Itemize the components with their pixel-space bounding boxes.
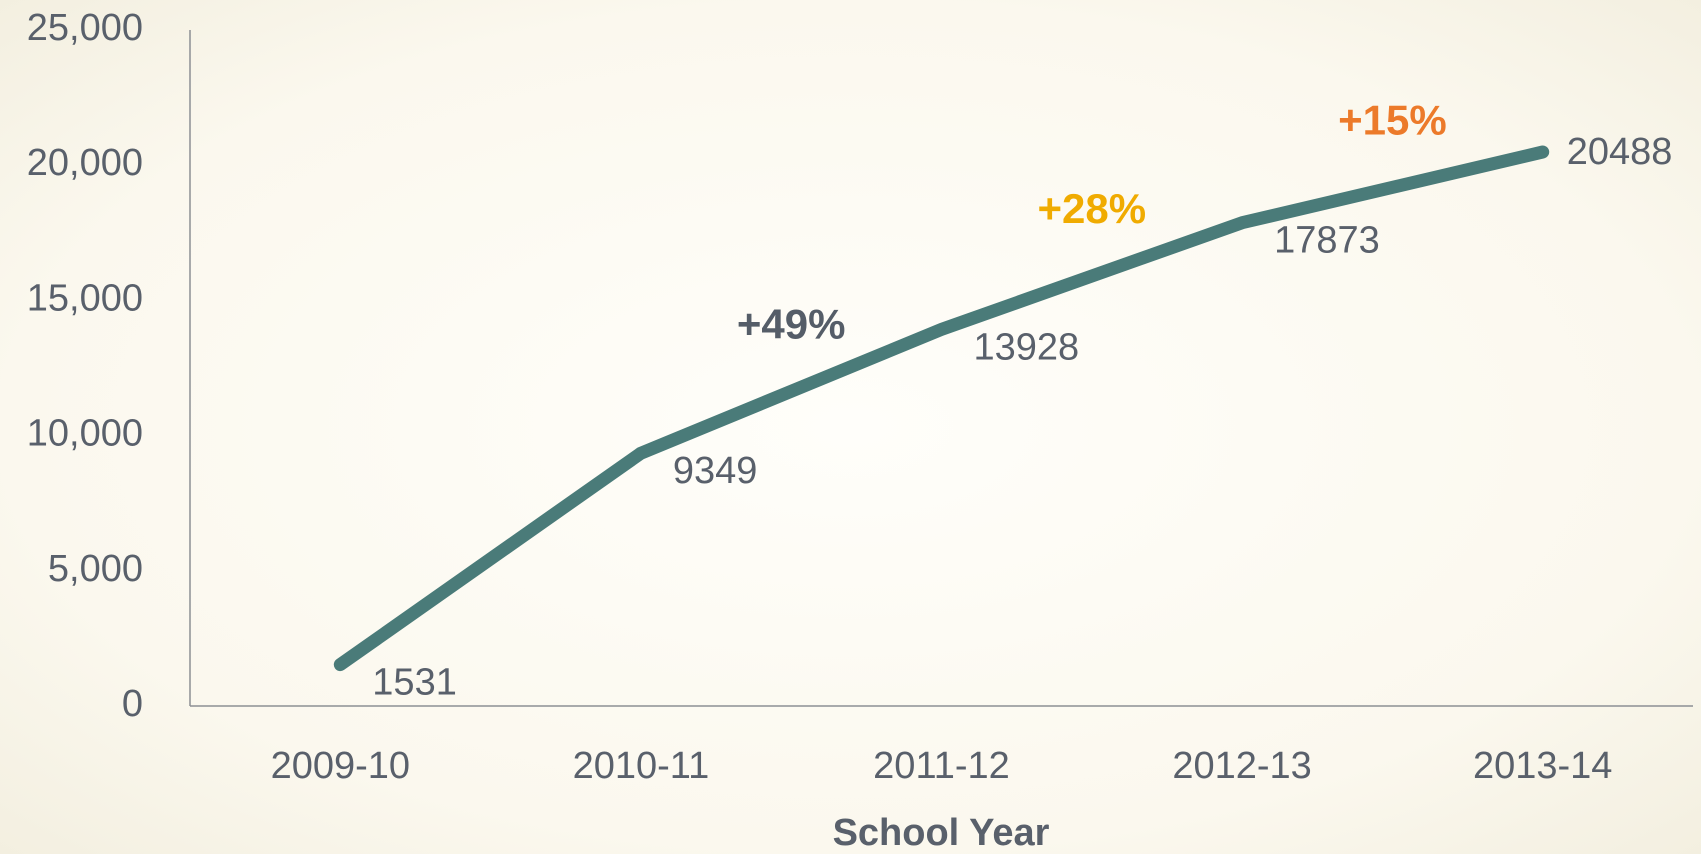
x-tick-label: 2012-13 bbox=[1172, 745, 1311, 787]
y-tick-label: 10,000 bbox=[27, 413, 143, 455]
y-tick-label: 15,000 bbox=[27, 277, 143, 319]
data-line bbox=[333, 145, 1550, 672]
data-label: 9349 bbox=[673, 450, 758, 492]
annotation: +28% bbox=[1038, 185, 1147, 232]
x-tick-label: 2009-10 bbox=[271, 745, 410, 787]
data-label: 13928 bbox=[974, 326, 1080, 368]
data-label: 17873 bbox=[1274, 220, 1380, 262]
x-tick-label: 2011-12 bbox=[873, 745, 1010, 787]
x-tick-label: 2013-14 bbox=[1473, 745, 1612, 787]
y-tick-label: 5,000 bbox=[48, 548, 143, 590]
annotation: +15% bbox=[1338, 96, 1447, 143]
x-tick-label: 2010-11 bbox=[573, 745, 710, 787]
y-tick-label: 0 bbox=[122, 683, 143, 725]
y-tick-label: 20,000 bbox=[27, 142, 143, 184]
x-axis-title: School Year bbox=[833, 812, 1050, 854]
data-label: 1531 bbox=[372, 662, 457, 704]
annotation: +49% bbox=[737, 300, 846, 347]
y-tick-label: 25,000 bbox=[27, 7, 143, 49]
data-label: 20488 bbox=[1567, 131, 1673, 173]
